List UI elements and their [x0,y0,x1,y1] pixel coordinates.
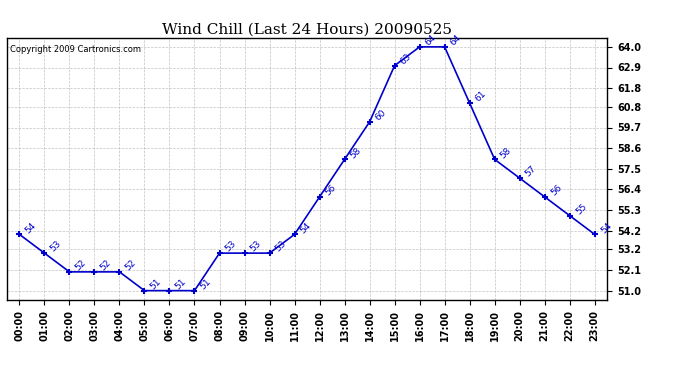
Text: 51: 51 [174,277,188,291]
Text: 61: 61 [474,89,489,104]
Text: 64: 64 [424,33,438,48]
Text: 60: 60 [374,108,388,123]
Text: 54: 54 [23,220,38,235]
Text: 53: 53 [48,239,63,254]
Text: 52: 52 [124,258,138,273]
Text: 54: 54 [299,220,313,235]
Text: 52: 52 [99,258,113,273]
Text: 54: 54 [599,220,613,235]
Text: 51: 51 [148,277,163,291]
Text: 57: 57 [524,164,538,179]
Text: 53: 53 [248,239,263,254]
Text: 58: 58 [499,146,513,160]
Title: Wind Chill (Last 24 Hours) 20090525: Wind Chill (Last 24 Hours) 20090525 [162,22,452,36]
Text: Copyright 2009 Cartronics.com: Copyright 2009 Cartronics.com [10,45,141,54]
Text: 55: 55 [574,202,589,216]
Text: 56: 56 [324,183,338,198]
Text: 52: 52 [74,258,88,273]
Text: 53: 53 [224,239,238,254]
Text: 63: 63 [399,52,413,66]
Text: 64: 64 [448,33,463,48]
Text: 51: 51 [199,277,213,291]
Text: 56: 56 [549,183,563,198]
Text: 53: 53 [274,239,288,254]
Text: 58: 58 [348,146,363,160]
